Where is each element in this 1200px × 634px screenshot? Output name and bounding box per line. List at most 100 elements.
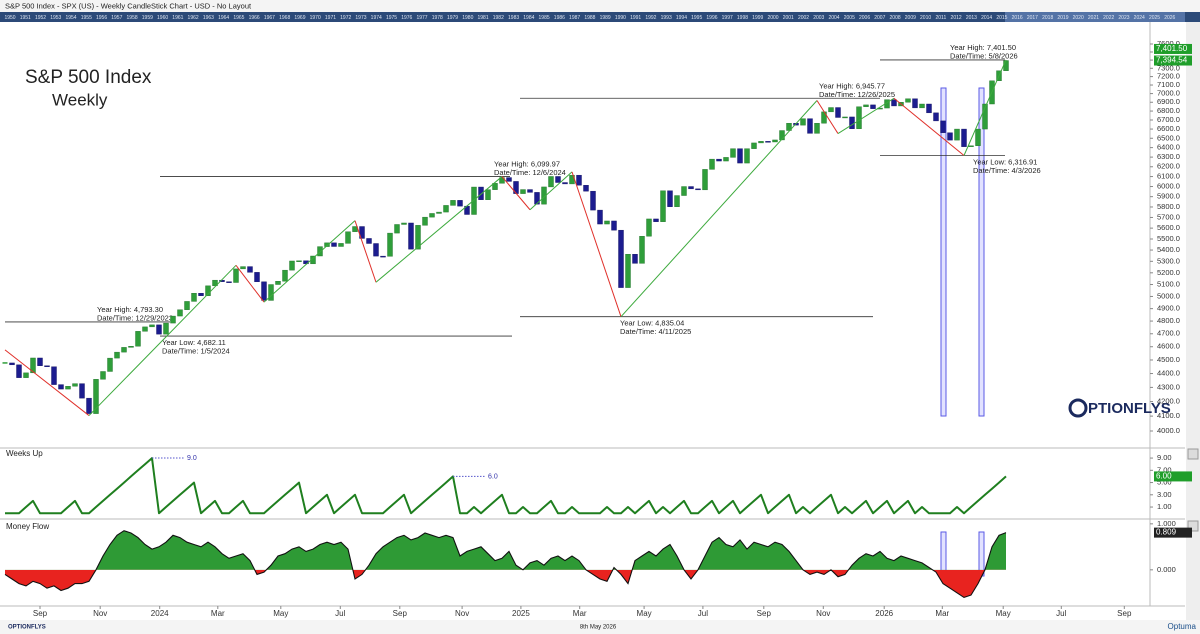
navigator-year: 1963 — [203, 15, 214, 21]
y-tick-label: 5900.0 — [1157, 192, 1180, 201]
zigzag-segment — [88, 264, 237, 416]
zigzag-segment — [816, 100, 839, 134]
candle — [331, 242, 337, 247]
candle — [499, 177, 505, 184]
candle — [632, 254, 638, 264]
candle — [282, 269, 288, 282]
candle — [16, 364, 22, 378]
navigator-year: 1970 — [310, 15, 321, 21]
navigator-year: 2024 — [1134, 15, 1145, 21]
x-tick-label: May — [273, 609, 288, 618]
navigator-year: 2021 — [1088, 15, 1099, 21]
chart-title: S&P 500 Index — [25, 67, 152, 88]
candle — [667, 190, 673, 207]
side-strip — [1186, 22, 1200, 620]
annotation-label: Year High: 6,945.77 — [819, 81, 885, 90]
navigator-year: 1964 — [218, 15, 229, 21]
candle — [240, 266, 246, 270]
navigator-year: 1972 — [340, 15, 351, 21]
y-tick-label: 4400.0 — [1157, 369, 1180, 378]
navigator-window[interactable] — [1005, 12, 1185, 22]
y-tick-label: 6400.0 — [1157, 143, 1180, 152]
x-tick-label: 2025 — [512, 609, 530, 618]
navigator-year: 1953 — [50, 15, 61, 21]
zigzag-segment — [963, 59, 1007, 156]
navigator-year: 1996 — [706, 15, 717, 21]
y-tick-label: 4700.0 — [1157, 329, 1180, 338]
navigator-year: 1956 — [96, 15, 107, 21]
footer-date: 8th May 2026 — [580, 625, 617, 631]
panel-title: Money Flow — [6, 522, 49, 531]
navigator-year: 1999 — [752, 15, 763, 21]
y-tick-label: 5300.0 — [1157, 256, 1180, 265]
x-tick-label: Nov — [816, 609, 830, 618]
candle — [121, 347, 127, 353]
candle — [870, 104, 876, 109]
navigator-year: 1954 — [65, 15, 76, 21]
candle — [688, 186, 694, 190]
candle — [394, 224, 400, 234]
zigzag-segment — [4, 349, 90, 416]
navigator-year: 2023 — [1118, 15, 1129, 21]
candle — [905, 98, 911, 103]
navigator-year: 1960 — [157, 15, 168, 21]
candle — [261, 281, 267, 301]
navigator-year: 2016 — [1012, 15, 1023, 21]
navigator-year: 1961 — [172, 15, 183, 21]
candle — [324, 242, 330, 247]
candle — [450, 200, 456, 206]
panel-button[interactable] — [1187, 520, 1199, 532]
x-tick-label: 2024 — [151, 609, 169, 618]
candle — [485, 189, 491, 200]
navigator-year: 1950 — [4, 15, 15, 21]
annotation-label: Year Low: 4,835.04 — [620, 319, 684, 328]
navigator-year: 1968 — [279, 15, 290, 21]
logo-text: PTIONFLYS — [1088, 400, 1171, 417]
candle — [611, 220, 617, 231]
candle — [758, 141, 764, 144]
x-tick-label: May — [637, 609, 652, 618]
y-tick-label: 7000.0 — [1157, 89, 1180, 98]
navigator-year: 1957 — [111, 15, 122, 21]
navigator-year: 1974 — [371, 15, 382, 21]
navigator-year: 1965 — [233, 15, 244, 21]
y-tick-label: 6100.0 — [1157, 172, 1180, 181]
candle — [975, 128, 981, 146]
y-tick-label: 4500.0 — [1157, 355, 1180, 364]
navigator-year: 1992 — [645, 15, 656, 21]
candle — [9, 362, 15, 366]
y-tick-label: 6600.0 — [1157, 124, 1180, 133]
candle — [744, 148, 750, 164]
candle — [926, 103, 932, 114]
navigator-year: 1989 — [600, 15, 611, 21]
value-tag-label: 7,394.54 — [1156, 56, 1188, 65]
x-tick-label: Jul — [698, 609, 708, 618]
candle — [457, 200, 463, 207]
candle — [107, 357, 113, 372]
candle — [51, 366, 57, 385]
x-tick-label: Jul — [1056, 609, 1066, 618]
panel-button[interactable] — [1187, 448, 1199, 460]
annotation-label: Year High: 4,793.30 — [97, 305, 163, 314]
candle — [828, 107, 834, 113]
y-tick-label: 5400.0 — [1157, 245, 1180, 254]
y-tick-label: 4000.0 — [1157, 426, 1180, 435]
value-tag-label: 7,401.50 — [1156, 44, 1188, 53]
candle — [968, 145, 974, 147]
x-tick-label: Sep — [1117, 609, 1132, 618]
candle — [597, 209, 603, 225]
candle — [527, 189, 533, 193]
candle — [506, 177, 512, 182]
navigator-year: 1976 — [401, 15, 412, 21]
navigator-year: 1997 — [722, 15, 733, 21]
navigator-year: 1973 — [355, 15, 366, 21]
y-tick-label: 5.00 — [1157, 478, 1172, 487]
candle — [492, 183, 498, 190]
y-tick-label: 6900.0 — [1157, 97, 1180, 106]
navigator-year: 1955 — [81, 15, 92, 21]
zigzag-segment — [375, 176, 503, 283]
candle — [247, 266, 253, 273]
value-tag — [1154, 471, 1192, 482]
